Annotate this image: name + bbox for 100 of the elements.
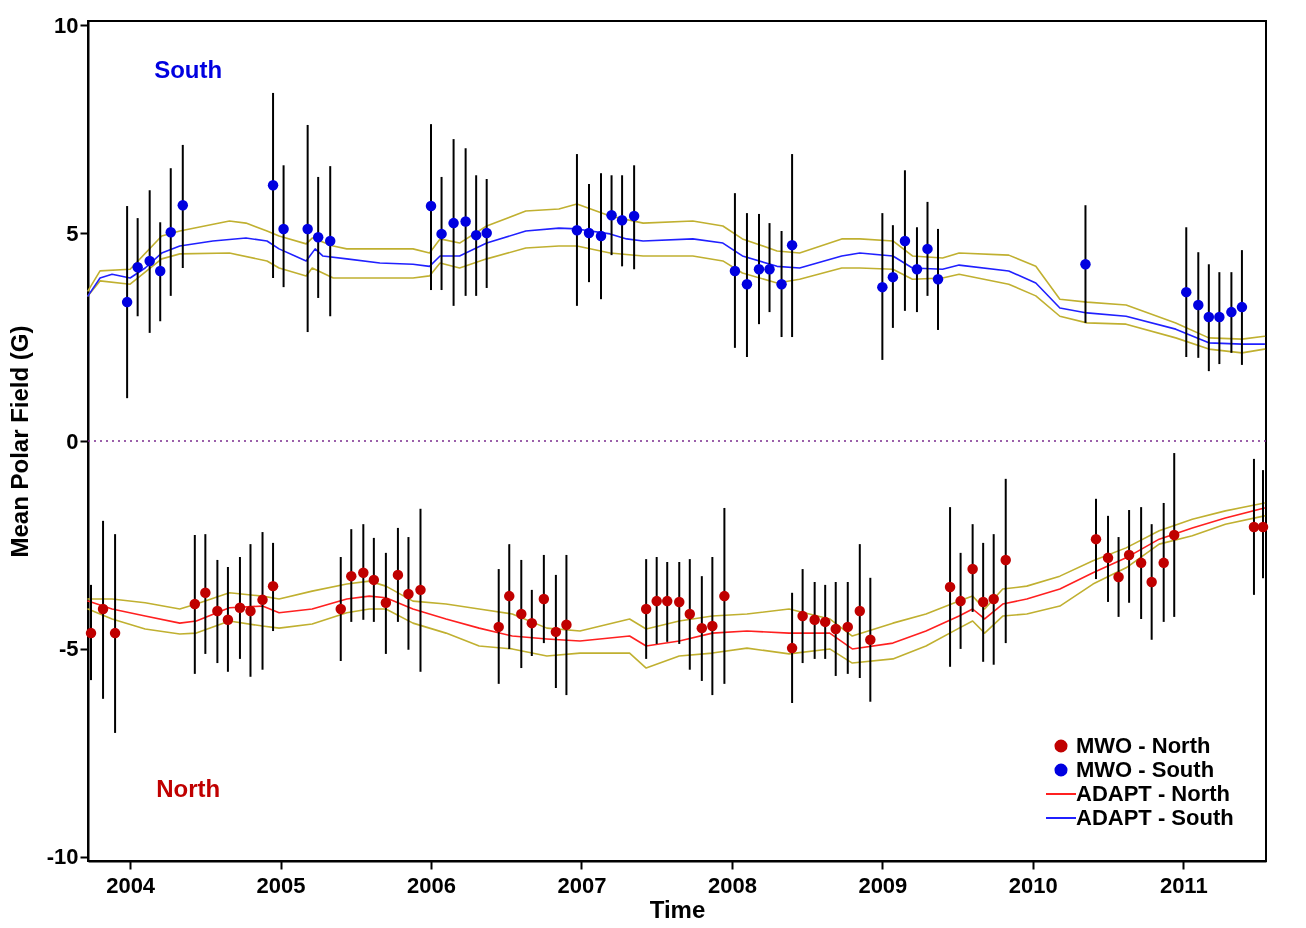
point [346, 570, 357, 582]
point [267, 180, 279, 191]
point [854, 605, 866, 617]
point [470, 229, 482, 241]
point [1080, 259, 1091, 270]
point [380, 597, 392, 608]
point [967, 563, 978, 575]
point [358, 567, 369, 579]
point [955, 595, 966, 607]
y-tick-label: 10 [54, 12, 79, 38]
x-tick-label: 2010 [1008, 872, 1058, 898]
point [1203, 311, 1215, 323]
point [516, 608, 527, 620]
x-tick-label: 2007 [557, 872, 607, 898]
point [526, 617, 538, 629]
point [1000, 554, 1011, 566]
point [1248, 521, 1260, 533]
point [877, 281, 888, 293]
y-tick-label: -5 [58, 636, 79, 662]
point [1236, 301, 1248, 313]
legend-label: ADAPT - South [1076, 805, 1234, 830]
point [312, 232, 324, 243]
point [719, 590, 730, 602]
point [640, 603, 652, 615]
point [448, 217, 459, 229]
annotation: North [156, 774, 221, 802]
point [628, 210, 640, 222]
x-tick-label: 2011 [1159, 872, 1208, 898]
point [1257, 521, 1269, 533]
point [830, 623, 841, 635]
point [988, 593, 999, 605]
point [109, 627, 121, 639]
point [85, 627, 97, 639]
point [1214, 311, 1225, 323]
y-axis-title: Mean Polar Field (G) [5, 325, 33, 558]
point [257, 594, 268, 606]
point [1146, 576, 1157, 588]
point [776, 278, 787, 290]
point [144, 255, 155, 267]
point [764, 264, 775, 275]
line-series [87, 515, 1266, 669]
point [944, 581, 956, 593]
point [550, 626, 562, 638]
point [651, 595, 662, 607]
annotation: South [154, 56, 223, 84]
point [911, 264, 923, 275]
point [335, 603, 346, 615]
y-tick-label: -10 [46, 844, 79, 870]
point [403, 588, 414, 600]
x-tick-label: 2005 [256, 872, 306, 898]
point [899, 235, 911, 247]
point [234, 602, 246, 613]
point [132, 261, 143, 273]
point [977, 596, 989, 608]
point [583, 227, 595, 239]
point [493, 621, 504, 633]
point [922, 243, 933, 255]
point [1226, 306, 1237, 318]
point [1090, 533, 1102, 545]
y-tick-label: 5 [66, 220, 79, 246]
legend-label: MWO - North [1076, 733, 1211, 758]
point [212, 605, 223, 617]
point [684, 608, 696, 620]
point [809, 614, 820, 626]
point [753, 264, 765, 275]
y-tick-label: 0 [66, 428, 79, 454]
legend-label: MWO - South [1076, 757, 1215, 782]
point [707, 620, 718, 632]
point [932, 274, 944, 285]
point [200, 587, 211, 599]
point [324, 235, 336, 247]
x-tick-label: 2004 [106, 872, 156, 898]
point [1193, 299, 1204, 311]
point [460, 216, 471, 227]
point [177, 199, 189, 211]
point [561, 619, 572, 631]
point [1113, 571, 1124, 583]
point [1168, 529, 1180, 541]
point [1135, 557, 1147, 569]
point [368, 574, 380, 586]
point [616, 214, 628, 226]
point [786, 642, 798, 654]
point [786, 239, 798, 251]
point [538, 593, 550, 605]
point [729, 265, 741, 277]
point [436, 228, 447, 240]
point [887, 271, 899, 283]
point [189, 598, 201, 610]
point [278, 223, 289, 235]
point [1102, 552, 1114, 564]
point [165, 227, 176, 238]
point [1123, 549, 1135, 561]
point [154, 265, 166, 277]
point [222, 614, 234, 626]
point [571, 224, 583, 236]
point [797, 610, 808, 622]
point [267, 580, 279, 592]
point [481, 227, 492, 239]
x-axis-title: Time [649, 895, 706, 923]
x-tick-label: 2006 [407, 872, 456, 898]
